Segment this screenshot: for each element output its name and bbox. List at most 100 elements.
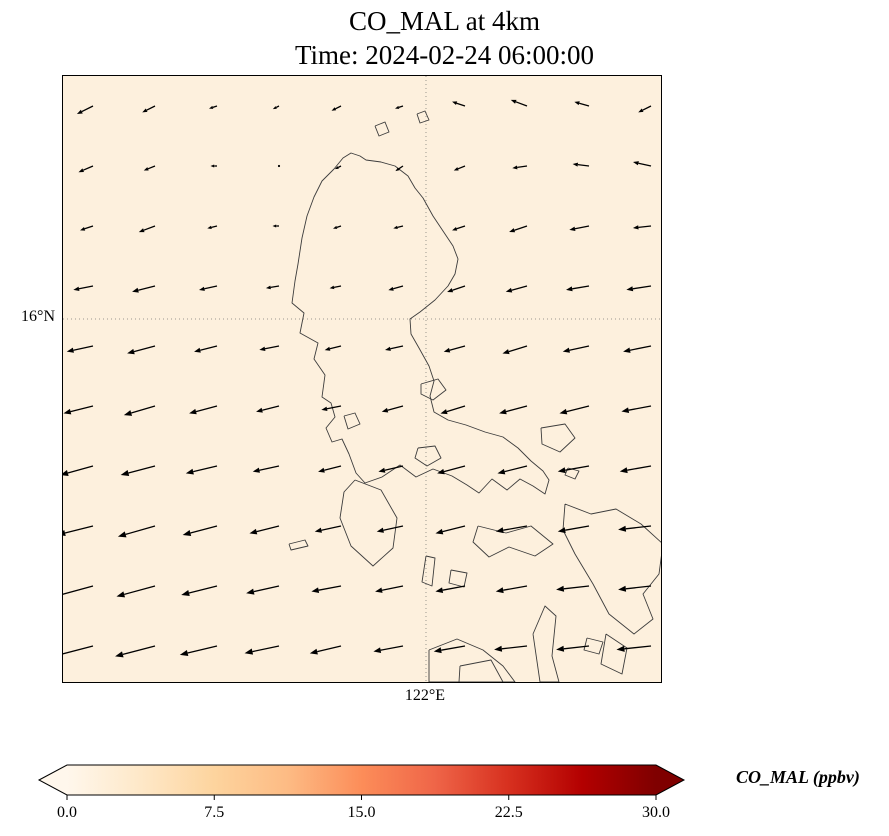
wind-vector-shaft — [579, 102, 590, 107]
wind-vector-head — [375, 587, 383, 593]
coastline-panay — [428, 638, 516, 682]
wind-vector-head — [207, 225, 212, 230]
wind-vector-head — [259, 346, 266, 352]
wind-vector-head — [556, 645, 565, 652]
wind-vector-shaft — [256, 525, 280, 533]
wind-vector-shaft — [195, 405, 218, 413]
wind-vector-shaft — [565, 525, 590, 531]
wind-vector-head — [209, 105, 214, 109]
plot-title: CO_MAL at 4km — [349, 6, 540, 36]
wind-vector-head — [272, 106, 277, 110]
wind-vector-head — [318, 467, 325, 473]
wind-vector-shaft — [63, 585, 94, 595]
wind-vector-head — [497, 468, 506, 475]
wind-vector-head — [395, 167, 400, 172]
wind-vector-head — [505, 287, 513, 293]
wind-vector-head — [63, 470, 69, 476]
colorbar-bar — [37, 764, 686, 796]
coastline-catanduanes — [540, 423, 576, 453]
coastline-ticao — [564, 467, 580, 480]
wind-vector-shaft — [84, 225, 94, 230]
wind-vector-head — [252, 467, 260, 473]
wind-vector-head — [199, 286, 205, 291]
wind-vector-shaft — [333, 285, 342, 289]
wind-vector-head — [572, 162, 579, 167]
wind-vector-shaft — [563, 585, 590, 590]
wind-vector-shaft — [317, 645, 342, 653]
wind-vector-head — [616, 645, 625, 652]
colorbar-canvas: 0.0 7.5 15.0 22.5 30.0 — [37, 764, 686, 821]
wind-vector-shaft — [449, 345, 466, 351]
coastline-cebu — [532, 605, 560, 682]
wind-vector-shaft — [193, 465, 218, 473]
wind-vector-shaft — [398, 105, 404, 109]
wind-vector-shaft — [501, 645, 528, 650]
wind-vector-shaft — [275, 105, 280, 108]
wind-vector-shaft — [393, 285, 404, 290]
wind-vector-shaft — [67, 465, 94, 474]
wind-vector-shaft — [397, 225, 404, 229]
wind-vector-shaft — [204, 285, 218, 290]
coastline-leyte — [600, 633, 628, 675]
wind-vector-head — [393, 225, 398, 230]
wind-vector-shaft — [628, 405, 652, 411]
colorbar-tick-label: 22.5 — [495, 804, 523, 821]
wind-vector-shaft — [329, 345, 342, 350]
wind-vector-head — [618, 585, 627, 592]
y-axis-tick-label-16N: 16°N — [21, 308, 55, 325]
wind-vector-head — [324, 346, 331, 351]
wind-vector-shaft — [190, 525, 218, 534]
wind-vector-head — [621, 407, 630, 413]
wind-vector-head — [63, 408, 72, 415]
wind-vector-shaft — [124, 585, 156, 596]
wind-vector-head — [574, 101, 580, 106]
wind-vector-shaft — [252, 645, 280, 653]
x-axis-tick-label-122E: 122°E — [404, 687, 446, 704]
coastline-babuyan_2 — [416, 110, 430, 124]
wind-vector-head — [80, 227, 86, 231]
wind-vector-head — [373, 647, 382, 653]
wind-vector-head — [499, 408, 507, 415]
wind-vector-head — [494, 645, 503, 652]
wind-vector-shaft — [398, 165, 404, 170]
wind-vector-head — [562, 347, 570, 353]
wind-vector-head — [117, 531, 127, 538]
wind-vector-head — [132, 287, 139, 293]
wind-vector-shaft — [441, 645, 466, 651]
wind-vector-shaft — [384, 465, 404, 471]
wind-vector-head — [311, 587, 320, 593]
colorbar-tick-label: 15.0 — [348, 804, 376, 821]
wind-vector-shaft — [457, 165, 466, 170]
wind-vector-head — [249, 528, 258, 535]
wind-vector-head — [443, 347, 451, 353]
wind-vector-head — [452, 101, 458, 105]
wind-vector-head — [566, 286, 573, 292]
wind-vector-shaft — [324, 465, 342, 471]
wind-vector-head — [333, 225, 338, 229]
wind-vector-shaft — [452, 285, 466, 291]
wind-vector-shaft — [321, 525, 342, 531]
wind-vector-head — [244, 648, 254, 655]
wind-vector-shaft — [270, 285, 280, 289]
wind-vector-shaft — [131, 405, 156, 414]
wind-vector-shaft — [566, 405, 590, 413]
wind-vector-dot — [277, 164, 281, 168]
wind-vector-head — [189, 408, 197, 415]
wind-vector-head — [638, 108, 644, 113]
wind-vector-shaft — [188, 585, 218, 594]
wind-vector-shaft — [505, 405, 528, 413]
wind-vector-shaft — [335, 105, 342, 110]
wind-vector-head — [210, 164, 215, 168]
wind-vector-head — [194, 347, 201, 353]
wind-vector-head — [433, 647, 442, 654]
coastline-laguna_lake — [343, 412, 361, 430]
wind-vector-head — [559, 408, 568, 415]
wind-vector-head — [182, 529, 192, 537]
colorbar: 0.0 7.5 15.0 22.5 30.0 — [35, 763, 695, 825]
wind-vector-shaft — [82, 165, 94, 171]
wind-vector-head — [447, 288, 454, 293]
wind-vector-shaft — [318, 585, 342, 591]
wind-vector-shaft — [563, 645, 590, 650]
wind-vector-head — [495, 527, 504, 534]
wind-vector-shaft — [211, 225, 218, 229]
